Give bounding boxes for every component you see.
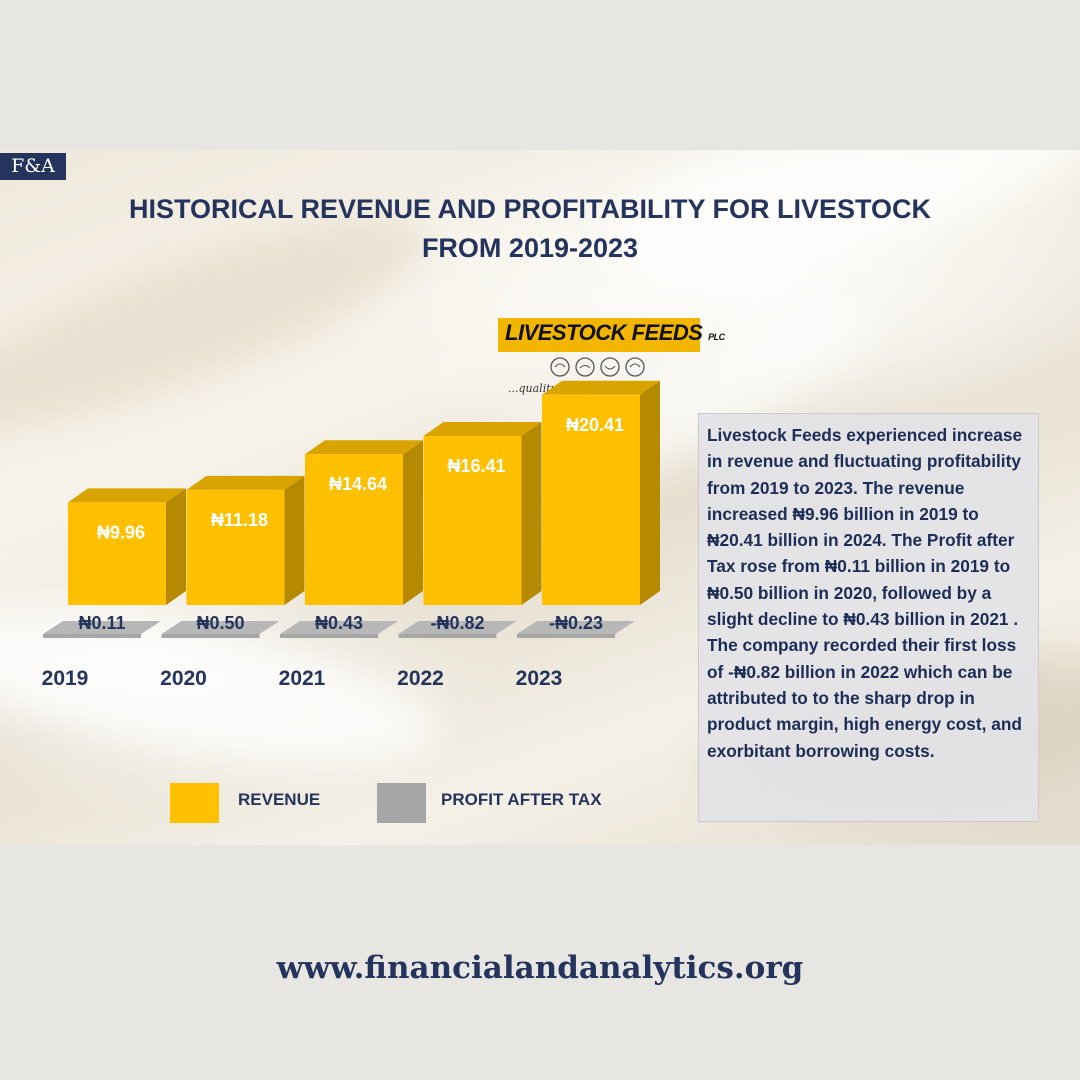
legend-label-revenue: REVENUE [238, 790, 321, 809]
revenue-bar [186, 489, 285, 605]
profit-value-label: ₦0.50 [196, 613, 244, 633]
revenue-bar [305, 454, 403, 605]
legend-swatch-revenue [170, 783, 219, 823]
profit-bar [517, 634, 615, 638]
revenue-bar-side [640, 380, 660, 605]
company-logo-text: LIVESTOCK FEEDS PLC [505, 320, 725, 345]
x-tick-label: 2020 [160, 667, 207, 690]
brand-logo: F&A [0, 153, 66, 180]
logo-animals-icon [550, 357, 645, 377]
revenue-bar-top [305, 440, 423, 455]
profit-bar-top [517, 621, 635, 634]
website-url: www.financialandanalytics.org [276, 950, 804, 986]
x-tick-label: 2021 [279, 667, 326, 690]
x-tick-label: 2019 [42, 667, 89, 690]
revenue-bar [68, 502, 166, 605]
revenue-bar-side [284, 475, 305, 605]
revenue-value-label: ₦16.41 [447, 456, 505, 476]
profit-value-label: ₦0.43 [315, 613, 363, 633]
profit-bar [161, 634, 260, 638]
profit-bar [43, 634, 141, 638]
profit-bar [280, 634, 378, 638]
profit-bar-top [280, 621, 398, 634]
profit-bar [398, 634, 497, 638]
revenue-bar-top [423, 421, 542, 436]
profit-bar-top [161, 621, 280, 634]
x-tick-label: 2022 [397, 667, 444, 690]
revenue-bar-side [521, 421, 542, 605]
company-logo [498, 318, 700, 352]
legend-label-profit: PROFIT AFTER TAX [441, 790, 602, 809]
description-box: Livestock Feeds experienced increase in … [698, 413, 1039, 822]
description-paragraph-2: The company recorded their first loss of… [707, 635, 1022, 761]
profit-value-label: ₦0.11 [78, 613, 125, 633]
chart-title-line1: HISTORICAL REVENUE AND PROFITABILITY FOR… [128, 194, 932, 224]
revenue-value-label: ₦14.64 [329, 474, 387, 494]
profit-value-label: -₦0.82 [430, 613, 484, 633]
revenue-bar [542, 394, 640, 605]
revenue-bar-top [186, 475, 305, 490]
revenue-bar-side [166, 488, 186, 605]
profit-bar-top [398, 621, 517, 634]
profit-value-label: -₦0.23 [549, 613, 603, 633]
x-tick-label: 2023 [516, 667, 563, 690]
revenue-value-label: ₦9.96 [97, 522, 145, 542]
revenue-bar-side [403, 440, 423, 605]
revenue-value-label: ₦20.41 [566, 415, 624, 435]
chart-title-line2: FROM 2019-2023 [421, 233, 639, 263]
revenue-value-label: ₦11.18 [211, 510, 268, 530]
revenue-bar [423, 435, 522, 605]
profit-bar-top [43, 621, 161, 634]
revenue-bar-top [542, 380, 660, 395]
legend-swatch-profit [377, 783, 426, 823]
revenue-bar-top [68, 488, 186, 503]
description-paragraph-1: Livestock Feeds experienced increase in … [707, 425, 1023, 630]
